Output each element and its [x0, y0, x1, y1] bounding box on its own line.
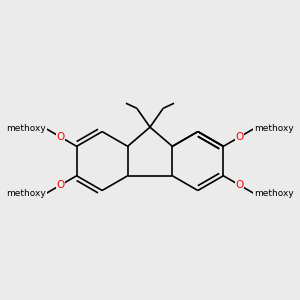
Text: methoxy: methoxy [254, 189, 293, 198]
Text: O: O [235, 180, 243, 190]
Text: methoxy: methoxy [7, 189, 47, 198]
Text: O: O [235, 132, 243, 142]
Text: O: O [57, 180, 65, 190]
Text: O: O [57, 132, 65, 142]
Text: methoxy: methoxy [7, 124, 47, 133]
Text: methoxy: methoxy [254, 124, 293, 133]
